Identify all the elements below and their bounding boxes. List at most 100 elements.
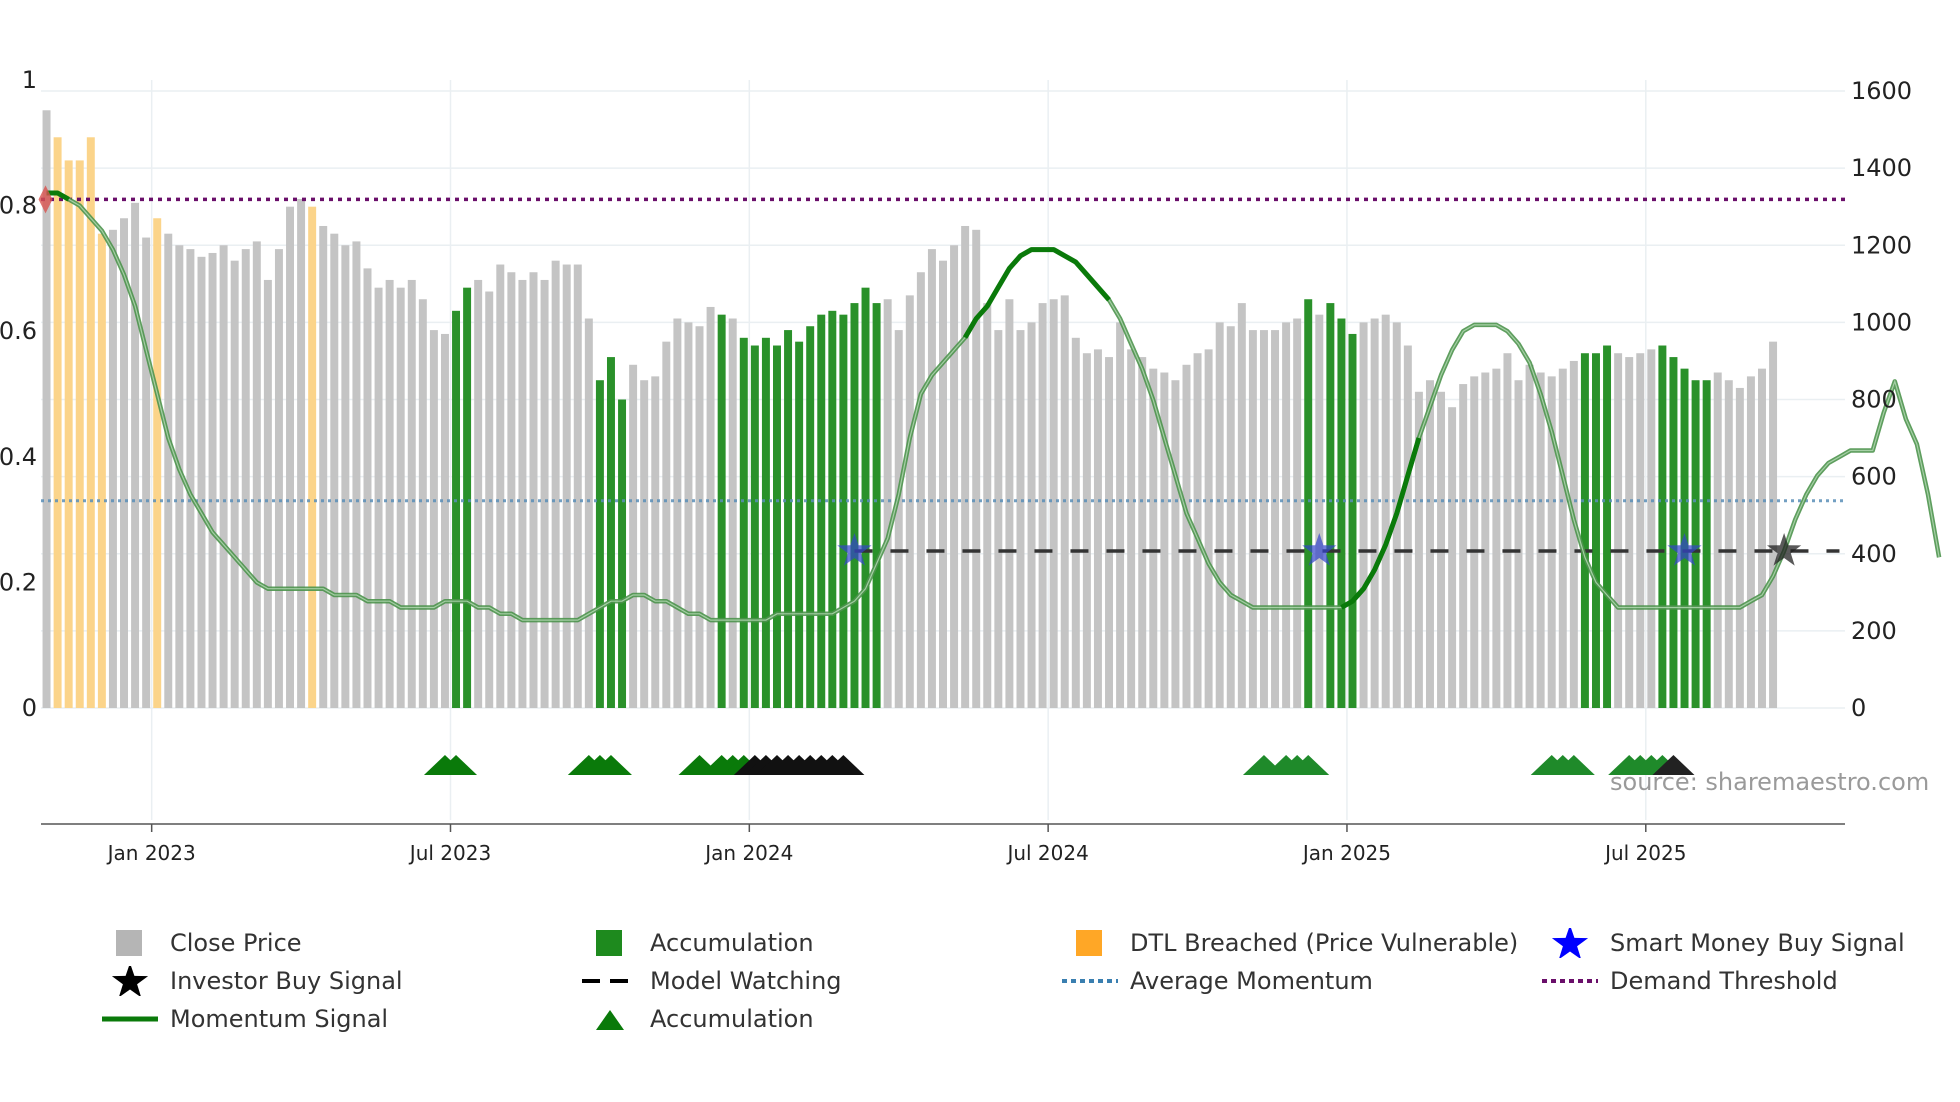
accumulation-bar	[1603, 345, 1612, 708]
close-price-bar	[662, 341, 671, 708]
accumulation-bar	[761, 337, 770, 708]
accumulation-bar	[606, 357, 615, 708]
close-price-bar	[429, 330, 438, 708]
close-price-bar	[1470, 376, 1479, 708]
right-axis-tick: 600	[1851, 463, 1897, 491]
close-price-bar	[286, 206, 295, 708]
close-price-bar	[208, 252, 217, 708]
accumulation-bar	[595, 380, 604, 708]
close-price-bar	[241, 249, 250, 708]
close-price-bar	[894, 330, 903, 708]
close-price-bar	[1381, 314, 1390, 708]
close-price-bar	[1005, 299, 1014, 708]
accumulation-bar	[773, 345, 781, 708]
close-price-bar	[1514, 380, 1523, 708]
right-axis-tick: 400	[1851, 540, 1897, 568]
close-price-bar	[219, 245, 228, 708]
close-price-bar	[1171, 380, 1180, 708]
close-price-bar	[1215, 322, 1224, 708]
close-price-bar	[418, 299, 427, 708]
momentum-line-strong	[962, 247, 1111, 339]
left-axis-tick: 0.2	[0, 568, 37, 596]
accumulation-bar	[1348, 333, 1357, 708]
accumulation-panel	[423, 755, 1695, 775]
close-price-bar	[950, 245, 959, 708]
close-price-bar	[994, 330, 1003, 708]
close-price-bar	[629, 364, 638, 708]
close-price-bar	[142, 237, 151, 708]
accumulation-triangle	[822, 755, 865, 775]
close-price-bar	[673, 318, 682, 708]
right-axis-tick: 800	[1851, 386, 1897, 414]
accumulation-bar	[750, 345, 759, 708]
close-price-bar	[1425, 380, 1434, 708]
close-price-bar	[1160, 372, 1169, 708]
close-price-bar	[330, 233, 339, 708]
close-price-bar	[551, 260, 560, 708]
close-price-bar	[407, 279, 416, 708]
close-price-bar	[1071, 337, 1080, 708]
x-axis-tick: Jan 2025	[1301, 841, 1391, 865]
x-axis-tick: Jul 2023	[408, 841, 491, 865]
close-price-bar	[916, 272, 925, 708]
close-price-bar	[1558, 368, 1567, 708]
close-price-bar	[573, 264, 582, 708]
x-axis-tick: Jan 2023	[106, 841, 196, 865]
dtl-breached-bar	[86, 137, 95, 708]
close-price-bar	[120, 218, 128, 708]
close-price-bar	[1536, 372, 1545, 708]
accumulation-bar	[1580, 353, 1589, 708]
close-price-bar	[474, 279, 483, 708]
dtl-breached-bar	[53, 137, 62, 708]
dtl-breached-bar	[64, 160, 73, 709]
close-price-bar	[1403, 345, 1412, 708]
accumulation-bar	[1337, 318, 1346, 708]
close-price-bar	[529, 272, 538, 708]
close-price-bar	[1237, 303, 1246, 708]
dtl-breached-bar	[308, 206, 317, 708]
accumulation-bar	[861, 287, 870, 708]
close-price-bar	[496, 264, 505, 708]
close-price-bar	[175, 245, 184, 708]
close-price-bar	[252, 241, 261, 709]
accumulation-bar	[1702, 380, 1711, 708]
smart-money-buy-star	[1667, 533, 1702, 566]
close-price-bar	[1116, 322, 1125, 708]
close-price-bar	[164, 233, 173, 708]
accumulation-bar	[839, 314, 848, 708]
momentum-line-strong	[46, 190, 70, 202]
dtl-diamond-marker	[38, 185, 53, 214]
x-axis-tick: Jul 2025	[1603, 841, 1686, 865]
close-price-bar	[562, 264, 571, 708]
close-price-bar	[274, 249, 283, 708]
close-price-bar	[1193, 353, 1202, 708]
close-price-bar	[1625, 357, 1634, 708]
close-price-bar	[983, 303, 992, 708]
close-price-bar	[1149, 368, 1158, 708]
close-price-bar	[1016, 330, 1025, 708]
close-price-bar	[518, 279, 527, 708]
close-price-bar	[374, 287, 383, 708]
close-price-bar	[263, 279, 272, 708]
close-price-bar	[1636, 353, 1645, 708]
accumulation-bar	[463, 287, 472, 708]
close-price-bar	[1448, 407, 1457, 708]
left-axis-tick: 1	[22, 66, 37, 94]
price-bars	[42, 110, 1778, 709]
close-price-bar	[1093, 349, 1102, 708]
x-axis-tick: Jul 2024	[1005, 841, 1088, 865]
smart-money-buy-star	[1302, 533, 1337, 566]
close-price-bar	[584, 318, 593, 708]
close-price-bar	[1614, 353, 1623, 708]
accumulation-bar	[717, 314, 726, 708]
left-axis-tick: 0.8	[0, 192, 37, 220]
close-price-bar	[1282, 322, 1291, 708]
right-axis-tick: 1600	[1851, 77, 1912, 105]
accumulation-bar	[828, 310, 837, 708]
close-price-bar	[1481, 372, 1490, 708]
close-price-bar	[939, 260, 947, 708]
left-axis-tick: 0.6	[0, 317, 37, 345]
accumulation-bar	[806, 326, 815, 708]
close-price-bar	[972, 229, 981, 708]
close-price-bar	[1259, 330, 1268, 708]
